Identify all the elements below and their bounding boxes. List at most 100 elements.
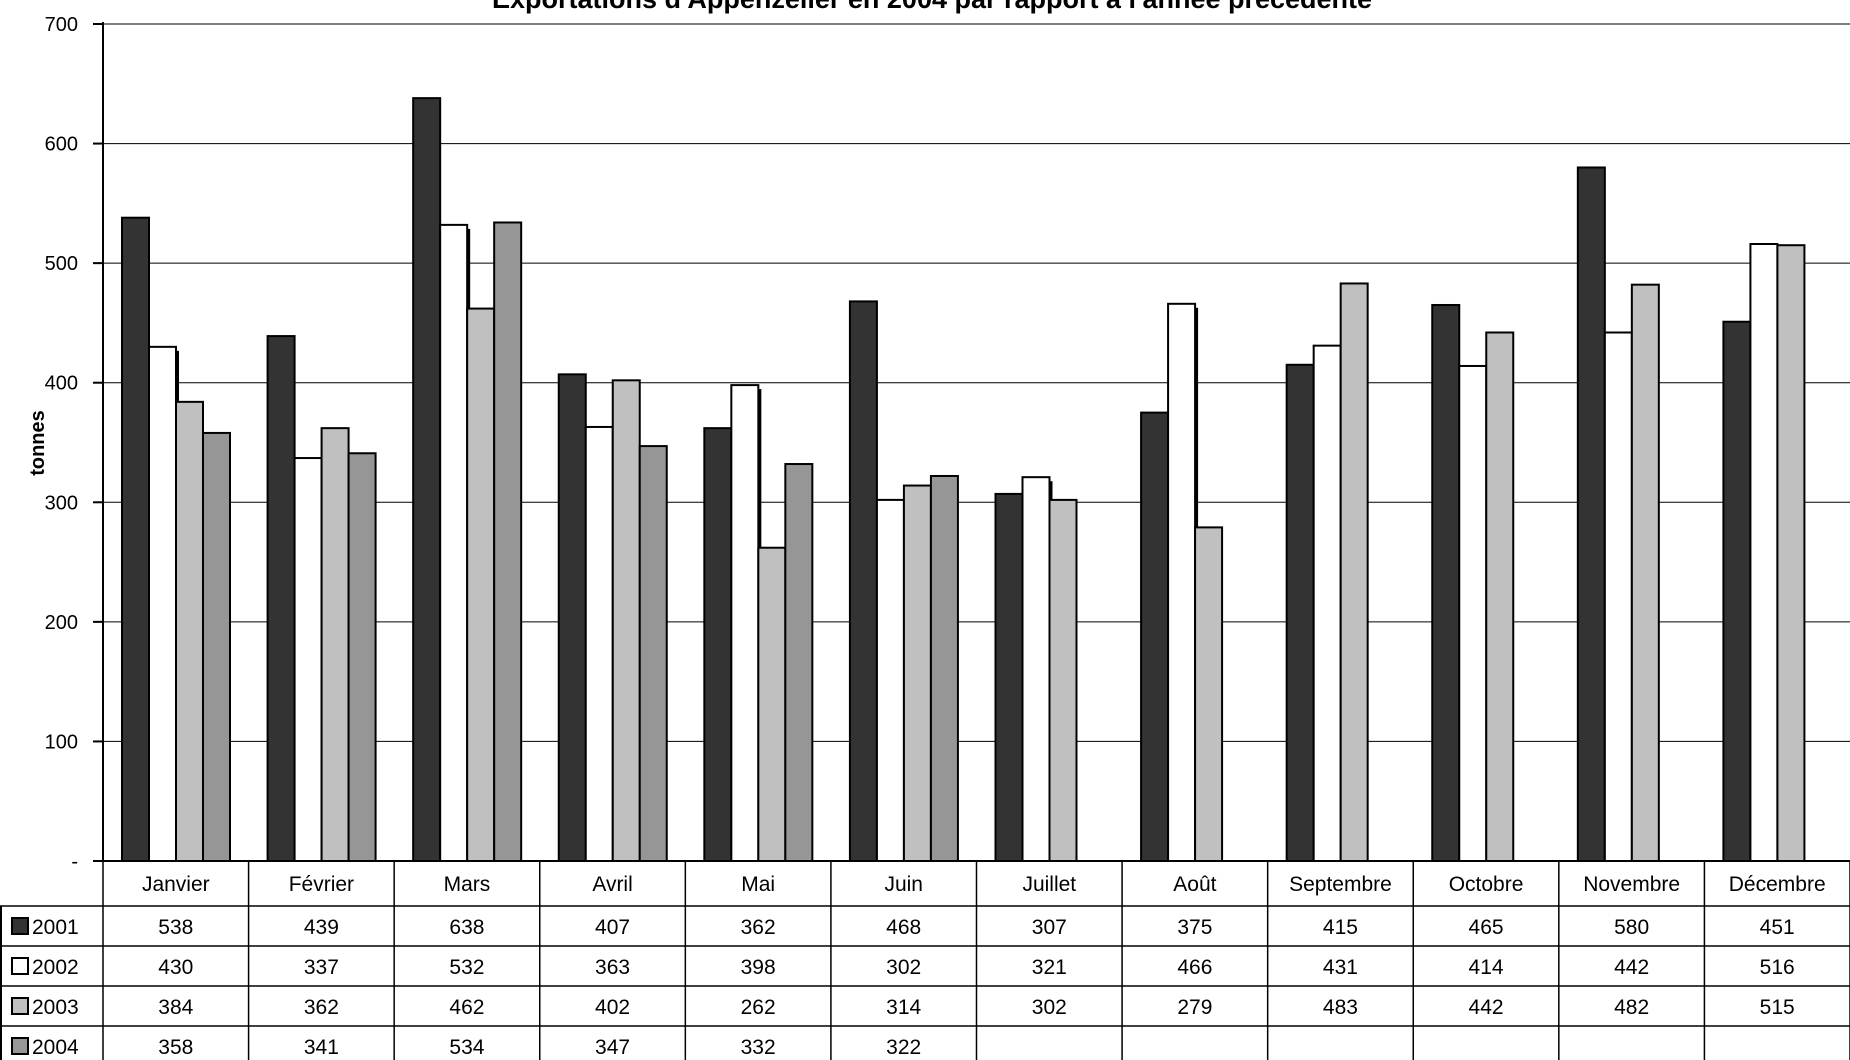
data-label: 363 (595, 956, 630, 979)
bar (202, 431, 231, 862)
data-label: 638 (449, 916, 484, 939)
data-label: 314 (886, 996, 921, 1019)
bar (1603, 331, 1633, 863)
bar (293, 457, 323, 862)
bar (1458, 364, 1488, 862)
bar (1749, 243, 1779, 863)
data-label: 439 (304, 916, 339, 939)
bar (638, 445, 668, 862)
bar (412, 97, 442, 863)
data-label: 302 (1032, 996, 1067, 1019)
data-label: 462 (449, 996, 484, 1019)
data-label: 358 (158, 1036, 193, 1059)
data-label: 516 (1760, 956, 1795, 979)
x-tick-label: Août (1173, 873, 1216, 896)
data-label: 407 (595, 916, 630, 939)
x-tick-label: Mars (444, 873, 491, 896)
gridlines (103, 0, 1850, 742)
data-label: 415 (1323, 916, 1358, 939)
bar (1722, 320, 1752, 862)
bar (703, 427, 733, 862)
x-tick-label: Septembre (1289, 873, 1392, 896)
bar (347, 452, 377, 862)
bar (875, 498, 905, 862)
data-label: 466 (1177, 956, 1212, 979)
bar (320, 427, 350, 862)
data-table: Janvier Février Mars Avril Mai Juin Juillet Aoû… (0, 861, 1850, 1060)
bar (1431, 303, 1461, 862)
x-tick-label: Février (289, 873, 354, 896)
data-label: 337 (304, 956, 339, 979)
data-label: 375 (1177, 916, 1212, 939)
data-label: 321 (1032, 956, 1067, 979)
legend-swatch (11, 917, 29, 935)
data-label: 384 (158, 996, 193, 1019)
data-label: 538 (158, 916, 193, 939)
data-label: 532 (449, 956, 484, 979)
data-label: 279 (1177, 996, 1212, 1019)
bar (1021, 476, 1051, 862)
legend-label: 2004 (32, 1036, 79, 1059)
data-label: 262 (741, 996, 776, 1019)
data-label: 414 (1469, 956, 1504, 979)
bar (121, 216, 150, 863)
x-tick-label: Novembre (1583, 873, 1680, 896)
data-label: 515 (1760, 996, 1795, 1019)
legend-swatch (11, 957, 29, 975)
bars (121, 97, 1806, 863)
data-label: 307 (1032, 916, 1067, 939)
bar (1167, 302, 1197, 863)
bar (266, 335, 296, 862)
bar (1194, 526, 1224, 862)
data-label: 451 (1760, 916, 1795, 939)
bar (902, 484, 932, 862)
bar (757, 546, 787, 862)
bar (730, 384, 760, 862)
chart-title: Exportations d'Appenzeller en 2004 par r… (492, 0, 1372, 14)
bar (584, 425, 614, 862)
data-label: 482 (1614, 996, 1649, 1019)
bar (557, 373, 587, 862)
bar (1630, 283, 1660, 862)
y-tick-label: 200 (45, 612, 78, 634)
y-tick-label: - (71, 851, 78, 873)
x-tick-label: Octobre (1449, 873, 1524, 896)
data-label: 534 (449, 1036, 484, 1059)
data-label: 322 (886, 1036, 921, 1059)
x-tick-label: Mai (741, 873, 775, 896)
data-label: 430 (158, 956, 193, 979)
bar (784, 463, 814, 862)
bar (611, 379, 641, 862)
data-label: 332 (741, 1036, 776, 1059)
y-tick-label: 300 (45, 492, 78, 514)
bar (1339, 282, 1369, 863)
bar (994, 492, 1024, 862)
bar (1285, 363, 1315, 862)
legend-label: 2003 (32, 996, 79, 1019)
x-tick-label: Janvier (142, 873, 210, 896)
bar (1312, 344, 1342, 862)
legend-label: 2002 (32, 956, 79, 979)
data-label: 362 (304, 996, 339, 1019)
bar (1485, 331, 1515, 863)
data-label: 580 (1614, 916, 1649, 939)
data-label: 468 (886, 916, 921, 939)
x-tick-label: Juin (884, 873, 923, 896)
bar (1576, 166, 1606, 862)
y-tick-label: 700 (45, 14, 78, 36)
bar (848, 300, 878, 862)
bar (929, 474, 959, 862)
y-axis-label: tonnes (27, 410, 49, 476)
data-label: 402 (595, 996, 630, 1019)
bar (175, 400, 204, 862)
bar (1776, 244, 1806, 862)
data-label: 341 (304, 1036, 339, 1059)
data-label: 431 (1323, 956, 1358, 979)
data-label: 347 (595, 1036, 630, 1059)
data-label: 465 (1469, 916, 1504, 939)
title-area: Exportations d'Appenzeller en 2004 par r… (492, 0, 1372, 14)
bar (1048, 498, 1078, 862)
legend-swatch (11, 997, 29, 1015)
y-tick-label: 400 (45, 373, 78, 395)
